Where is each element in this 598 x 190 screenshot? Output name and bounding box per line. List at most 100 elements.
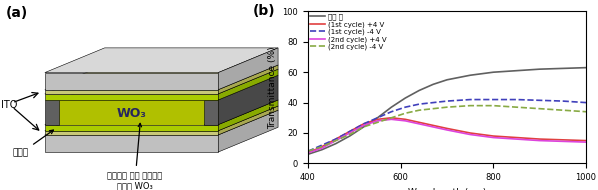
(1st cycle) -4 V — [304, 150, 312, 152]
(2nd cycle) +4 V — [443, 129, 451, 131]
Polygon shape — [218, 106, 278, 135]
(1st cycle) -4 V — [559, 100, 566, 102]
(2nd cycle) -4 V — [374, 121, 381, 124]
(2nd cycle) -4 V — [416, 109, 423, 111]
(2nd cycle) +4 V — [304, 152, 312, 154]
Polygon shape — [45, 100, 59, 125]
상색 전 — [466, 74, 474, 76]
Polygon shape — [45, 100, 278, 125]
(1st cycle) -4 V — [346, 130, 353, 133]
상색 전 — [388, 106, 395, 108]
Polygon shape — [45, 135, 218, 152]
(2nd cycle) +4 V — [490, 136, 497, 139]
Polygon shape — [218, 75, 278, 125]
Polygon shape — [45, 131, 218, 135]
상색 전 — [416, 89, 423, 92]
X-axis label: Wavelength (nm): Wavelength (nm) — [408, 188, 486, 190]
(2nd cycle) -4 V — [536, 108, 543, 110]
(1st cycle) +4 V — [443, 127, 451, 130]
(1st cycle) -4 V — [466, 98, 474, 101]
(1st cycle) -4 V — [318, 144, 325, 146]
Polygon shape — [59, 75, 264, 100]
(2nd cycle) +4 V — [402, 120, 409, 122]
Polygon shape — [45, 65, 278, 90]
(1st cycle) +4 V — [388, 117, 395, 119]
(1st cycle) +4 V — [559, 139, 566, 141]
상색 전 — [346, 135, 353, 137]
(1st cycle) -4 V — [582, 101, 590, 104]
(2nd cycle) -4 V — [346, 133, 353, 136]
(2nd cycle) -4 V — [513, 106, 520, 108]
(1st cycle) -4 V — [513, 98, 520, 101]
(2nd cycle) -4 V — [402, 112, 409, 114]
(1st cycle) -4 V — [332, 138, 340, 140]
(1st cycle) -4 V — [402, 106, 409, 108]
상색 전 — [443, 79, 451, 81]
Line: (1st cycle) +4 V: (1st cycle) +4 V — [308, 118, 586, 153]
(1st cycle) -4 V — [360, 123, 367, 125]
(1st cycle) -4 V — [443, 100, 451, 102]
(2nd cycle) +4 V — [513, 138, 520, 140]
(1st cycle) +4 V — [318, 146, 325, 148]
Line: (2nd cycle) +4 V: (2nd cycle) +4 V — [308, 119, 586, 153]
Text: 에폭시: 에폭시 — [13, 130, 53, 158]
상색 전 — [536, 68, 543, 70]
(1st cycle) +4 V — [332, 138, 340, 140]
(1st cycle) +4 V — [416, 121, 423, 124]
상색 전 — [559, 67, 566, 70]
(2nd cycle) -4 V — [466, 105, 474, 107]
상색 전 — [490, 71, 497, 73]
(2nd cycle) +4 V — [429, 126, 437, 128]
(2nd cycle) +4 V — [346, 132, 353, 134]
(2nd cycle) +4 V — [536, 139, 543, 142]
상색 전 — [332, 142, 340, 145]
(1st cycle) +4 V — [346, 130, 353, 133]
Polygon shape — [218, 69, 278, 100]
(2nd cycle) +4 V — [332, 139, 340, 142]
상색 전 — [582, 66, 590, 69]
Line: (2nd cycle) -4 V: (2nd cycle) -4 V — [308, 106, 586, 151]
Polygon shape — [45, 73, 218, 90]
(1st cycle) -4 V — [490, 98, 497, 101]
상색 전 — [360, 126, 367, 128]
(2nd cycle) -4 V — [360, 126, 367, 128]
Polygon shape — [218, 100, 278, 131]
(2nd cycle) -4 V — [429, 108, 437, 110]
Line: 상색 전: 상색 전 — [308, 68, 586, 154]
(2nd cycle) +4 V — [416, 123, 423, 125]
(2nd cycle) -4 V — [490, 105, 497, 107]
(2nd cycle) +4 V — [559, 140, 566, 142]
Polygon shape — [45, 125, 218, 131]
(1st cycle) +4 V — [402, 118, 409, 120]
Polygon shape — [218, 110, 278, 152]
(2nd cycle) -4 V — [318, 146, 325, 148]
상색 전 — [513, 70, 520, 72]
(2nd cycle) -4 V — [443, 106, 451, 108]
Polygon shape — [204, 100, 218, 125]
Line: (1st cycle) -4 V: (1st cycle) -4 V — [308, 100, 586, 151]
Polygon shape — [45, 106, 278, 131]
Text: (b): (b) — [252, 4, 275, 18]
(2nd cycle) +4 V — [360, 124, 367, 127]
상색 전 — [304, 153, 312, 155]
Text: ITO: ITO — [1, 100, 17, 110]
(1st cycle) +4 V — [360, 123, 367, 125]
(1st cycle) +4 V — [490, 135, 497, 137]
(2nd cycle) -4 V — [304, 150, 312, 152]
(1st cycle) +4 V — [429, 124, 437, 127]
상색 전 — [402, 97, 409, 99]
(1st cycle) -4 V — [429, 101, 437, 104]
(2nd cycle) -4 V — [332, 139, 340, 142]
(1st cycle) +4 V — [536, 138, 543, 140]
Polygon shape — [59, 100, 204, 125]
Polygon shape — [218, 48, 278, 90]
(2nd cycle) +4 V — [582, 141, 590, 143]
Legend: 상색 전, (1st cycle) +4 V, (1st cycle) -4 V, (2nd cycle) +4 V, (2nd cycle) -4 V: 상색 전, (1st cycle) +4 V, (1st cycle) -4 V… — [309, 13, 388, 51]
Polygon shape — [45, 48, 278, 73]
(1st cycle) -4 V — [416, 103, 423, 105]
Polygon shape — [45, 94, 218, 100]
(1st cycle) -4 V — [388, 111, 395, 113]
Text: 스프레이 코팅 공정으로
증착된 WO₃: 스프레이 코팅 공정으로 증착된 WO₃ — [108, 123, 163, 190]
(1st cycle) +4 V — [513, 136, 520, 139]
(1st cycle) -4 V — [374, 117, 381, 119]
